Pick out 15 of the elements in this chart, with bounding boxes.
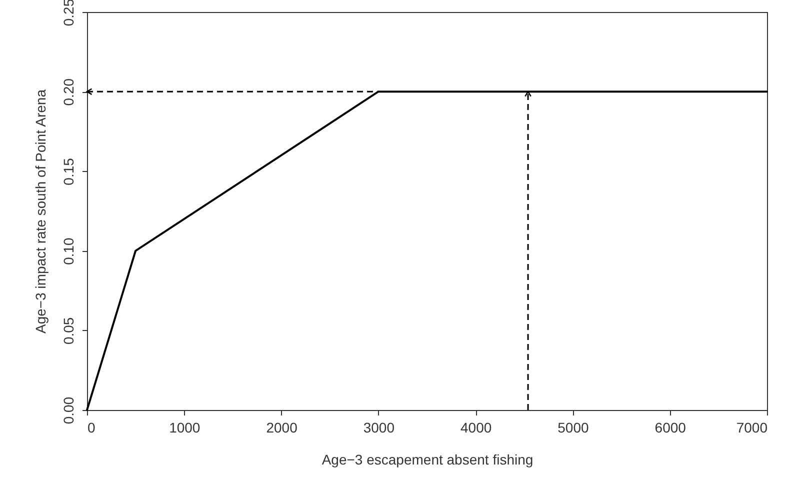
x-tick-label: 6000 [654, 420, 686, 436]
x-tick-label: 5000 [558, 420, 589, 436]
x-tick-label: 2000 [266, 420, 298, 436]
x-tick-label: 7000 [736, 420, 768, 436]
y-tick-label: 0.20 [60, 78, 76, 106]
y-axis-title: Age−3 impact rate south of Point Arena [32, 89, 48, 334]
y-tick-label: 0.10 [60, 237, 76, 265]
y-tick-label: 0.00 [60, 396, 76, 424]
x-tick-label: 4000 [460, 420, 492, 436]
x-axis-title: Age−3 escapement absent fishing [322, 452, 534, 468]
y-tick-label: 0.05 [60, 317, 76, 345]
y-tick-label: 0.15 [60, 158, 76, 186]
x-tick-label: 1000 [169, 420, 200, 436]
x-tick-label: 0 [88, 420, 96, 436]
x-tick-label: 3000 [363, 420, 395, 436]
